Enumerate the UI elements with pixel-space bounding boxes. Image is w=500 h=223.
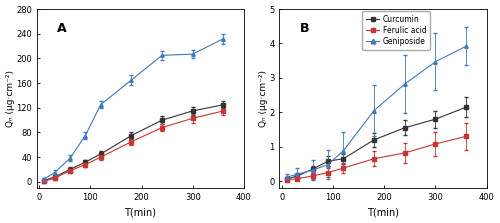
Y-axis label: Qₙ (μg·cm⁻²): Qₙ (μg·cm⁻²) — [6, 70, 15, 127]
Legend: Curcumin, Ferulic acid, Geniposide: Curcumin, Ferulic acid, Geniposide — [362, 11, 430, 50]
X-axis label: T(min): T(min) — [367, 207, 399, 217]
X-axis label: T(min): T(min) — [124, 207, 156, 217]
Text: A: A — [58, 22, 67, 35]
Text: B: B — [300, 22, 310, 35]
Y-axis label: Qₙ (μg·cm⁻²): Qₙ (μg·cm⁻²) — [258, 70, 268, 127]
